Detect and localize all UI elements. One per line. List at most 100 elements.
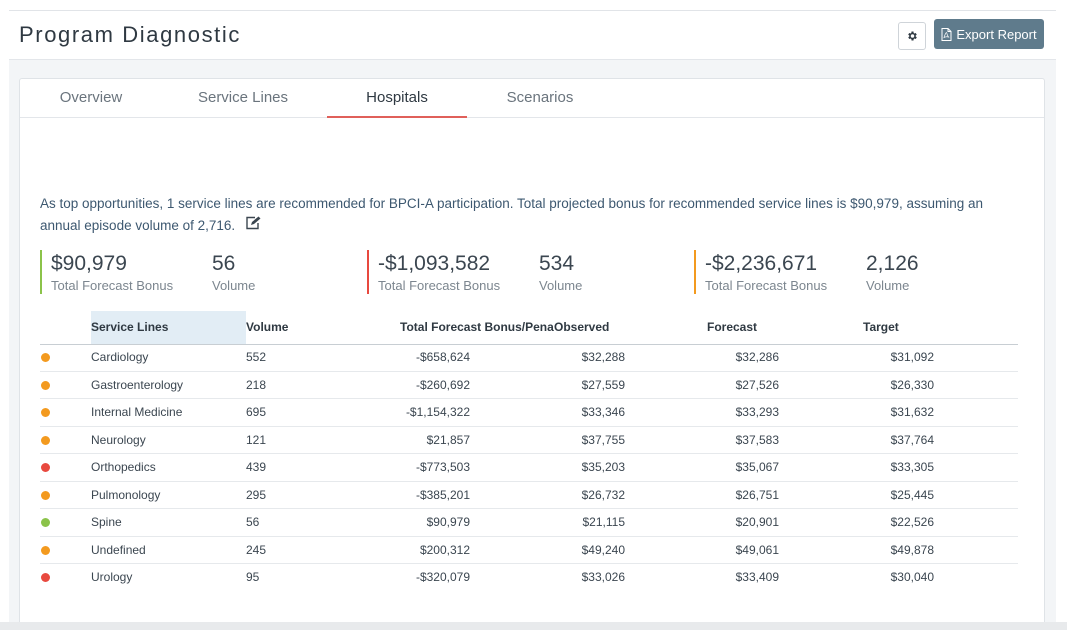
volume-cell: 695: [246, 405, 267, 419]
column-header-observed[interactable]: Observed: [554, 320, 610, 334]
forecast-cell: $33,293: [735, 405, 779, 419]
service-line-name: Orthopedics: [91, 460, 156, 474]
export-report-button[interactable]: Export Report: [934, 19, 1044, 49]
table-row[interactable]: Urology 95 -$320,079 $33,026 $33,409 $30…: [40, 564, 1018, 591]
stat-group-recommended: $90,979 Total Forecast Bonus 56 Volume: [40, 250, 340, 294]
bonus-cell: -$1,154,322: [405, 405, 470, 419]
status-dot: [41, 380, 50, 390]
window-bottom-edge: [0, 622, 1067, 630]
settings-button[interactable]: [898, 22, 926, 50]
stat-amount: -$2,236,671: [705, 252, 818, 275]
volume-cell: 95: [246, 570, 260, 584]
table-row[interactable]: Gastroenterology 218 -$260,692 $27,559 $…: [40, 372, 1018, 399]
target-cell: $37,764: [890, 432, 934, 447]
table-header: Service Lines Volume Total Forecast Bonu…: [40, 311, 1018, 345]
service-line-name: Pulmonology: [91, 487, 161, 502]
service-line-name: Urology: [91, 570, 133, 584]
column-header-total-forecast-bonus[interactable]: Total Forecast Bonus/Pena: [400, 320, 554, 334]
column-header-target[interactable]: Target: [863, 320, 899, 334]
table-row[interactable]: Pulmonology 295 -$385,201 $26,732 $26,75…: [40, 482, 1018, 509]
stat-volume: 2,126: [866, 252, 919, 275]
target-cell: $30,040: [890, 570, 934, 584]
target-cell: $26,330: [890, 377, 934, 392]
stat-volume-label: Volume: [866, 278, 910, 293]
stat-amount: -$1,093,582: [378, 252, 491, 275]
status-dot: [41, 573, 50, 582]
column-header-service-lines[interactable]: Service Lines: [91, 311, 246, 344]
stat-group-negative: -$1,093,582 Total Forecast Bonus 534 Vol…: [367, 250, 667, 294]
content-card: Overview Service Lines Hospitals Scenari…: [19, 78, 1045, 628]
service-line-name: Spine: [91, 515, 122, 529]
volume-cell: 218: [246, 377, 267, 392]
observed-cell: $35,203: [581, 460, 625, 474]
observed-cell: $27,559: [581, 377, 625, 392]
status-dot: [41, 545, 50, 555]
volume-cell: 56: [246, 515, 260, 529]
stat-volume-label: Volume: [539, 278, 583, 293]
table-row[interactable]: Spine 56 $90,979 $21,115 $20,901 $22,526: [40, 509, 1018, 537]
stat-amount-label: Total Forecast Bonus: [378, 278, 501, 293]
forecast-cell: $20,901: [735, 515, 779, 529]
table-row[interactable]: Internal Medicine 695 -$1,154,322 $33,34…: [40, 399, 1018, 427]
target-cell: $25,445: [890, 487, 934, 502]
observed-cell: $37,755: [581, 432, 625, 447]
forecast-cell: $49,061: [735, 542, 779, 557]
stat-amount-label: Total Forecast Bonus: [705, 278, 828, 293]
edit-icon[interactable]: [245, 215, 261, 237]
summary-text: As top opportunities, 1 service lines ar…: [40, 193, 1020, 237]
tab-hospitals[interactable]: Hospitals: [327, 79, 467, 118]
volume-cell: 552: [246, 350, 267, 364]
forecast-cell: $35,067: [735, 460, 779, 474]
service-line-name: Neurology: [91, 432, 146, 447]
target-cell: $22,526: [890, 515, 934, 529]
status-dot: [41, 353, 50, 362]
target-cell: $31,632: [890, 405, 934, 419]
forecast-cell: $37,583: [735, 432, 779, 447]
forecast-cell: $32,286: [735, 350, 779, 364]
stat-group-total: -$2,236,671 Total Forecast Bonus 2,126 V…: [694, 250, 994, 294]
service-line-name: Undefined: [91, 542, 146, 557]
bonus-cell: $21,857: [426, 432, 470, 447]
status-dot: [41, 408, 50, 417]
gear-icon: [908, 31, 917, 41]
observed-cell: $49,240: [581, 542, 625, 557]
service-line-name: Gastroenterology: [91, 377, 184, 392]
stat-volume-label: Volume: [212, 278, 256, 293]
volume-cell: 121: [246, 432, 267, 447]
bonus-cell: -$320,079: [415, 570, 470, 584]
export-report-label: Export Report: [956, 26, 1037, 42]
tab-service-lines[interactable]: Service Lines: [197, 89, 289, 106]
status-dot: [41, 435, 50, 445]
status-dot: [41, 518, 50, 527]
stat-amount-label: Total Forecast Bonus: [51, 278, 174, 293]
bonus-cell: -$260,692: [415, 377, 470, 392]
summary-sentence: As top opportunities, 1 service lines ar…: [40, 196, 983, 233]
target-cell: $31,092: [890, 350, 934, 364]
stat-amount: $90,979: [51, 252, 127, 275]
table-row[interactable]: Orthopedics 439 -$773,503 $35,203 $35,06…: [40, 454, 1018, 482]
service-line-name: Cardiology: [91, 350, 149, 364]
tab-scenarios[interactable]: Scenarios: [506, 89, 574, 106]
status-dot: [41, 463, 50, 472]
tab-bar: Overview Service Lines Hospitals Scenari…: [20, 79, 1044, 118]
volume-cell: 295: [246, 487, 267, 502]
status-dot: [41, 490, 50, 500]
tab-overview[interactable]: Overview: [59, 89, 123, 106]
table-body: Cardiology 552 -$658,624 $32,288 $32,286…: [40, 344, 1018, 591]
page-container: Program Diagnostic Export Report Overvie…: [9, 10, 1056, 628]
table-row[interactable]: Neurology 121 $21,857 $37,755 $37,583 $3…: [40, 427, 1018, 454]
table-row[interactable]: Cardiology 552 -$658,624 $32,288 $32,286…: [40, 344, 1018, 372]
observed-cell: $33,026: [581, 570, 625, 584]
page-title: Program Diagnostic: [19, 22, 241, 47]
page-header: Program Diagnostic Export Report: [9, 11, 1056, 60]
table-row[interactable]: Undefined 245 $200,312 $49,240 $49,061 $…: [40, 537, 1018, 564]
stat-volume: 534: [539, 252, 575, 275]
column-header-forecast[interactable]: Forecast: [707, 320, 758, 334]
bonus-cell: $200,312: [419, 542, 470, 557]
bonus-cell: -$385,201: [415, 487, 470, 502]
forecast-cell: $26,751: [735, 487, 779, 502]
column-header-volume[interactable]: Volume: [246, 320, 289, 334]
volume-cell: 245: [246, 542, 267, 557]
observed-cell: $26,732: [581, 487, 625, 502]
service-line-name: Internal Medicine: [91, 405, 183, 419]
